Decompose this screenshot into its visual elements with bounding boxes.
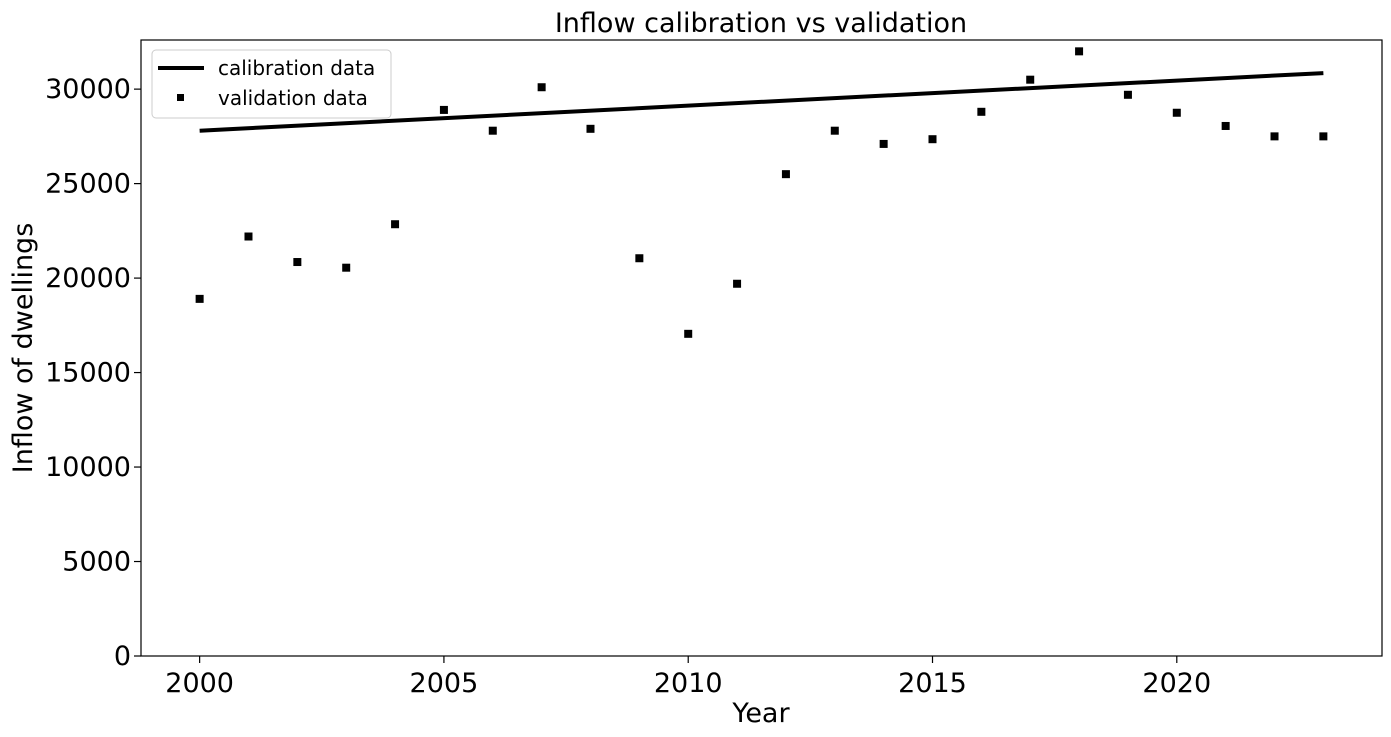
legend: calibration data validation data: [151, 49, 392, 119]
validation-point: [879, 139, 888, 148]
legend-frame: [151, 49, 392, 119]
validation-point: [977, 107, 986, 116]
x-tick-label: 2015: [898, 668, 967, 699]
validation-point: [195, 294, 204, 303]
validation-point: [635, 254, 644, 263]
x-tick-label: 2005: [410, 668, 479, 699]
validation-point: [781, 170, 790, 179]
plot-area-frame: [140, 39, 1383, 657]
validation-point: [488, 126, 497, 135]
validation-point: [586, 124, 595, 133]
x-axis: 2000 2005 2010 2015 2020: [165, 656, 1211, 699]
y-tick-label: 30000: [45, 74, 131, 105]
validation-point: [537, 83, 546, 92]
y-tick-label: 20000: [45, 263, 131, 294]
validation-point: [293, 258, 302, 267]
x-axis-label: Year: [731, 698, 790, 729]
validation-point: [830, 126, 839, 135]
series-layer: [195, 47, 1328, 338]
validation-point: [1319, 132, 1328, 141]
validation-point: [439, 105, 448, 114]
x-tick-label: 2000: [165, 668, 234, 699]
validation-point: [244, 232, 253, 241]
y-axis-label: Inflow of dwellings: [8, 223, 39, 474]
y-tick-label: 15000: [45, 358, 131, 389]
y-tick-label: 0: [114, 641, 131, 672]
validation-point: [684, 329, 693, 338]
validation-point: [391, 220, 400, 229]
calibration-line: [199, 71, 1324, 133]
validation-point: [733, 279, 742, 288]
chart-title: Inflow calibration vs validation: [555, 8, 967, 39]
validation-point: [342, 263, 351, 272]
x-tick-label: 2020: [1142, 668, 1211, 699]
y-tick-label: 5000: [62, 547, 131, 578]
validation-point: [1075, 47, 1084, 56]
y-tick-label: 10000: [45, 452, 131, 483]
validation-point: [1026, 75, 1035, 84]
validation-point: [1221, 121, 1230, 130]
y-axis: 0 5000 10000 15000 20000 25000 30000: [45, 74, 141, 672]
validation-point: [1172, 108, 1181, 117]
validation-point: [928, 135, 937, 144]
validation-point: [1270, 132, 1279, 141]
x-tick-label: 2010: [654, 668, 723, 699]
validation-point: [1123, 90, 1132, 99]
legend-validation-label: validation data: [218, 86, 368, 110]
legend-validation-marker-swatch: [177, 94, 184, 101]
y-tick-label: 25000: [45, 169, 131, 200]
legend-calibration-label: calibration data: [218, 56, 375, 80]
